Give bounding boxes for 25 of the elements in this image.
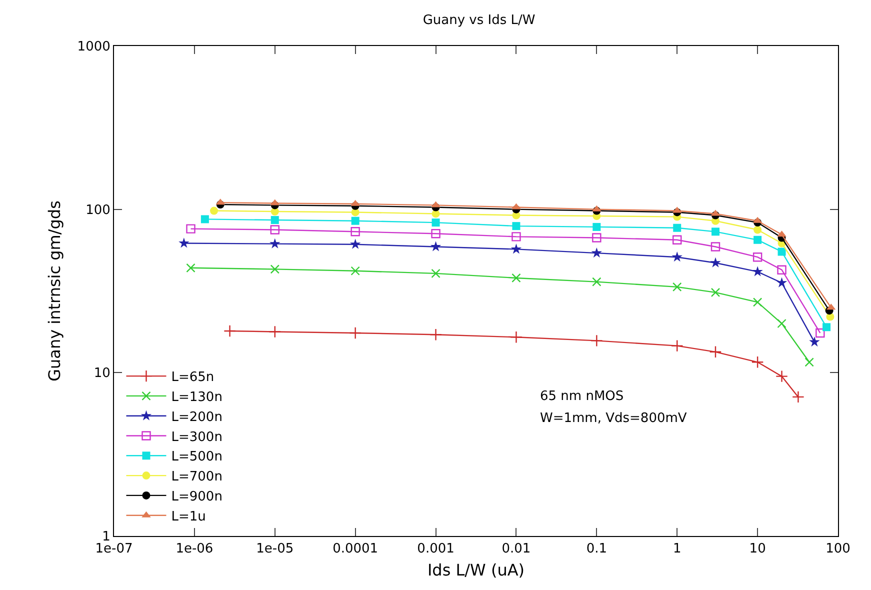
- legend-label: L=700n: [171, 470, 222, 485]
- x-tick-label: 100: [826, 542, 850, 557]
- legend-label: L=130n: [171, 390, 222, 406]
- x-tick-label: 0.01: [502, 542, 531, 557]
- legend-label: L=65n: [171, 370, 214, 386]
- legend-label: L=300n: [171, 430, 222, 445]
- legend-label: L=500n: [171, 450, 222, 465]
- x-tick-label: 0.1: [586, 542, 608, 557]
- x-tick-label: 1e-06: [176, 542, 214, 557]
- y-tick-label: 1000: [77, 40, 110, 55]
- legend-label: L=900n: [171, 490, 222, 505]
- legend-label: L=200n: [171, 410, 222, 425]
- x-tick-label: 1: [672, 542, 682, 557]
- y-axis-title: Guany intrnsic gm/gds: [45, 200, 64, 382]
- legend-label: L=1u: [171, 509, 206, 524]
- x-tick-label: 0.001: [417, 542, 454, 557]
- x-tick-label: 1e-05: [256, 542, 294, 557]
- annotation: 65 nm nMOS: [540, 389, 624, 404]
- chart-title: Guany vs Ids L/W: [422, 12, 536, 28]
- y-tick-label: 100: [86, 202, 110, 218]
- x-tick-label: 0.0001: [332, 542, 378, 557]
- x-tick-label: 10: [749, 542, 766, 557]
- y-tick-label: 10: [94, 366, 110, 382]
- x-axis-title: Ids L/W (uA): [427, 560, 525, 580]
- annotation: W=1mm, Vds=800mV: [540, 411, 687, 426]
